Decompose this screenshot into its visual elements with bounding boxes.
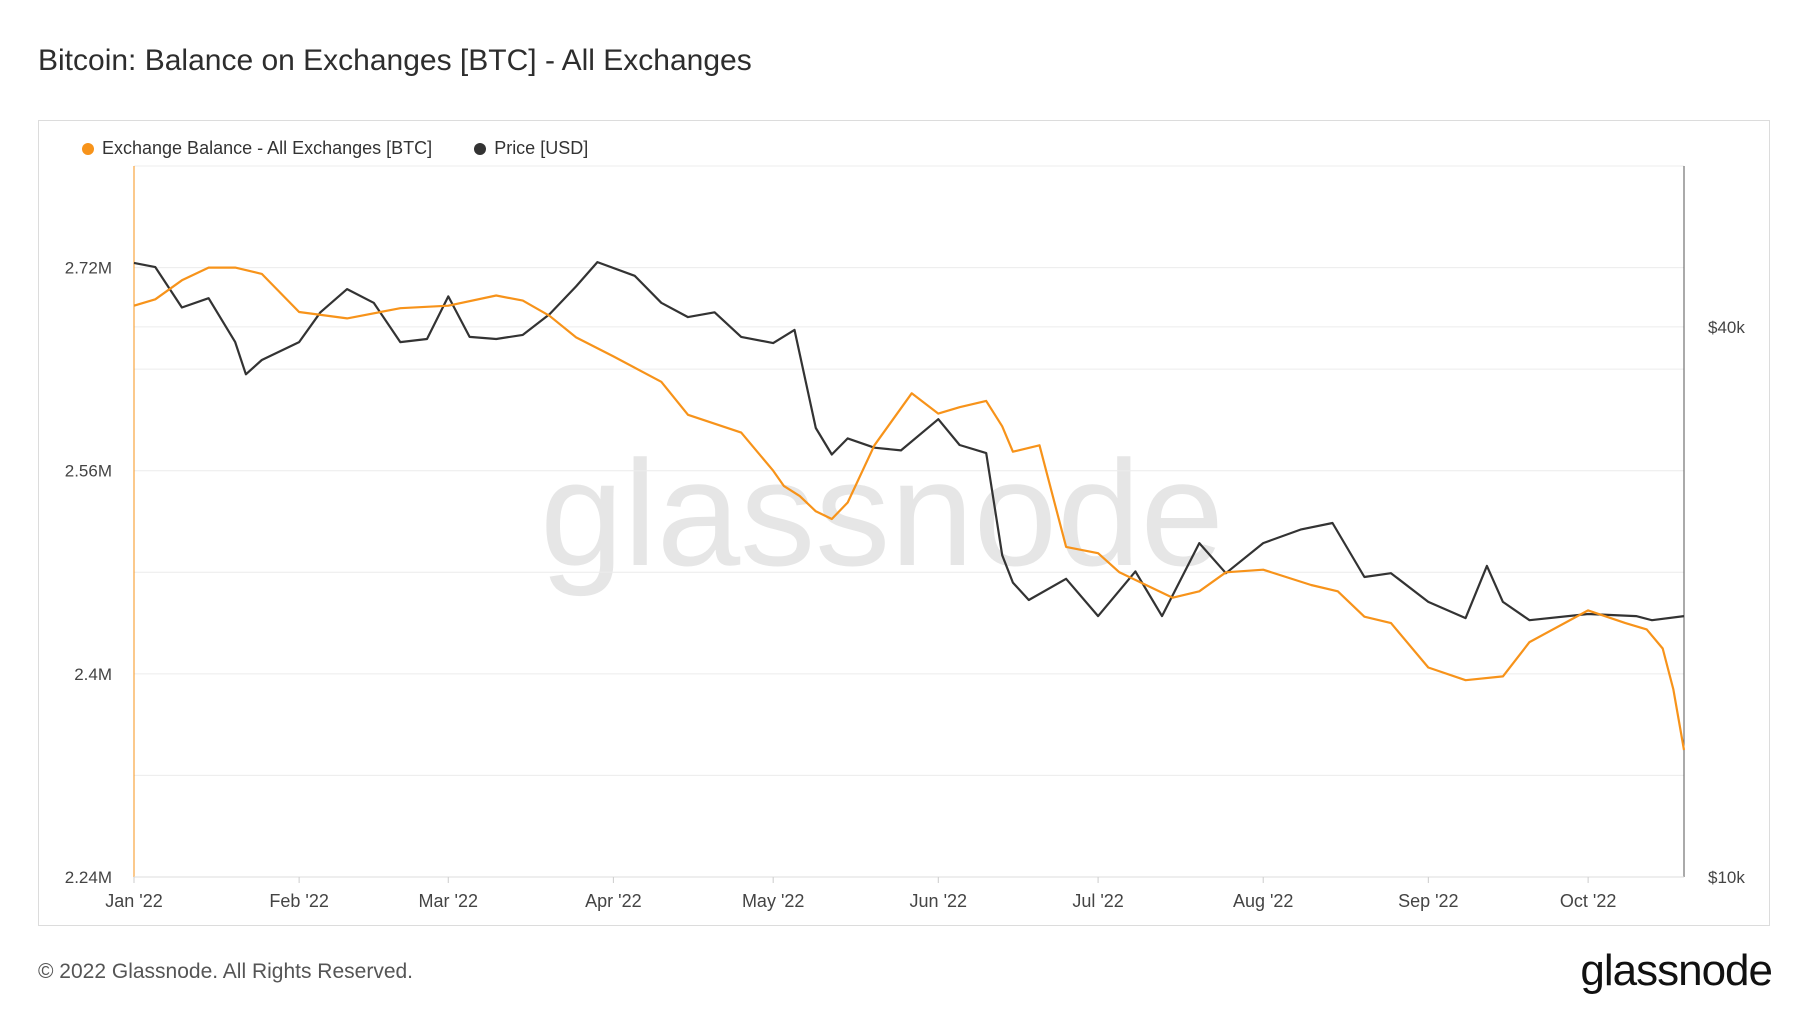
y-tick-label-right: $40k <box>1708 318 1745 337</box>
legend-dot-exchange-balance <box>82 142 94 155</box>
legend-label-exchange-balance: Exchange Balance - All Exchanges [BTC] <box>102 138 433 158</box>
x-tick-label: Sep '22 <box>1398 891 1459 911</box>
chart-title: Bitcoin: Balance on Exchanges [BTC] - Al… <box>38 44 752 77</box>
x-tick-label: May '22 <box>742 891 804 911</box>
glassnode-logo: glassnode <box>1580 946 1773 995</box>
x-tick-label: Feb '22 <box>269 891 328 911</box>
legend-item-exchange-balance[interactable]: Exchange Balance - All Exchanges [BTC] <box>82 138 432 159</box>
y-tick-label-left: 2.56M <box>65 462 112 481</box>
x-tick-label: Jun '22 <box>910 891 967 911</box>
legend-item-price[interactable]: Price [USD] <box>474 138 588 159</box>
chart-panel <box>38 120 1770 926</box>
y-tick-label-left: 2.72M <box>65 259 112 278</box>
legend: Exchange Balance - All Exchanges [BTC] P… <box>82 138 588 159</box>
y-tick-label-left: 2.4M <box>74 665 112 684</box>
copyright-footer: © 2022 Glassnode. All Rights Reserved. <box>38 960 414 983</box>
y-tick-label-left: 2.24M <box>65 868 112 887</box>
series-line-price <box>133 261 1685 622</box>
x-tick-label: Aug '22 <box>1233 891 1294 911</box>
x-tick-label: Jan '22 <box>105 891 162 911</box>
x-tick-label: Jul '22 <box>1072 891 1123 911</box>
y-tick-label-right: $10k <box>1708 868 1745 887</box>
legend-dot-price <box>474 142 487 155</box>
x-tick-label: Apr '22 <box>585 891 641 911</box>
series-layer <box>133 261 1686 751</box>
axes <box>133 166 1685 883</box>
series-line-exchange-balance <box>133 266 1686 751</box>
watermark: glassnode <box>540 429 1224 597</box>
x-tick-label: Oct '22 <box>1560 891 1616 911</box>
legend-label-price: Price [USD] <box>494 138 589 158</box>
tick-labels: 2.24M 2.4M 2.56M 2.72M $10k $40k Jan '22 Feb '2… <box>65 259 1746 911</box>
x-tick-label: Mar '22 <box>419 891 478 911</box>
